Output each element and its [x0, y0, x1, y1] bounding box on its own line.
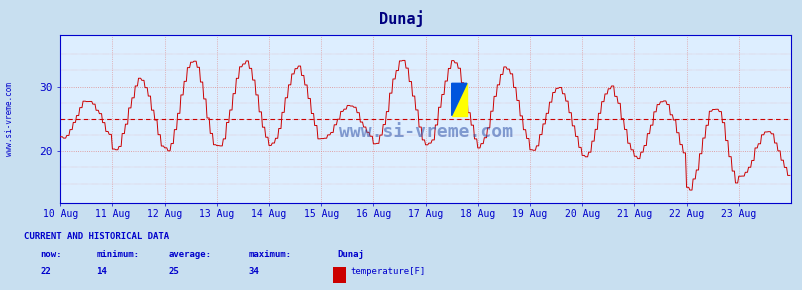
Polygon shape [451, 83, 466, 116]
Text: average:: average: [168, 250, 212, 259]
Text: Dunaj: Dunaj [337, 250, 363, 259]
Polygon shape [451, 83, 466, 116]
Text: minimum:: minimum: [96, 250, 140, 259]
Text: maximum:: maximum: [249, 250, 292, 259]
Text: 22: 22 [40, 267, 51, 276]
Text: 34: 34 [249, 267, 259, 276]
Text: now:: now: [40, 250, 62, 259]
Text: CURRENT AND HISTORICAL DATA: CURRENT AND HISTORICAL DATA [24, 232, 169, 241]
Text: 25: 25 [168, 267, 179, 276]
Text: Dunaj: Dunaj [379, 10, 423, 27]
Text: temperature[F]: temperature[F] [350, 267, 425, 276]
Text: 14: 14 [96, 267, 107, 276]
Text: www.si-vreme.com: www.si-vreme.com [338, 123, 512, 141]
Text: www.si-vreme.com: www.si-vreme.com [5, 82, 14, 156]
